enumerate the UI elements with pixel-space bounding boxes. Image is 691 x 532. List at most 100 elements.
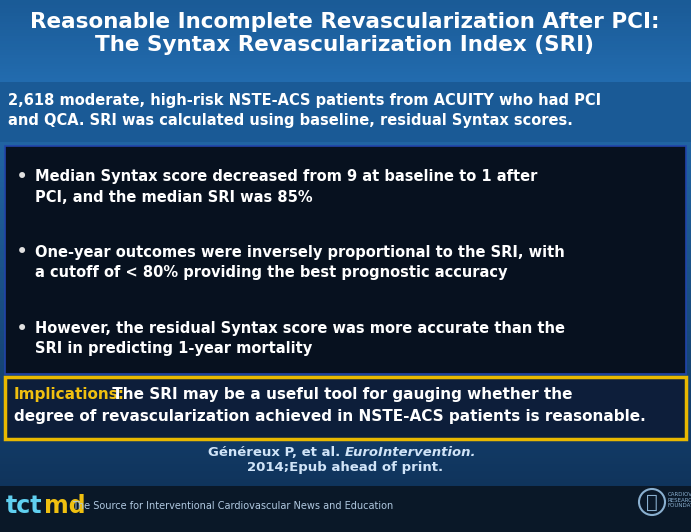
Bar	[0, 114, 691, 118]
Bar	[0, 58, 691, 62]
FancyBboxPatch shape	[0, 82, 691, 142]
Bar	[0, 371, 691, 375]
Bar	[0, 18, 691, 21]
Text: CARDIOVASCULAR
RESEARCH
FOUNDATION: CARDIOVASCULAR RESEARCH FOUNDATION	[668, 492, 691, 508]
Bar	[0, 504, 691, 508]
Text: Généreux P, et al.: Généreux P, et al.	[208, 445, 345, 459]
Bar	[0, 97, 691, 101]
Bar	[0, 34, 691, 37]
Bar	[0, 480, 691, 484]
Bar	[0, 60, 691, 64]
Bar	[0, 464, 691, 468]
Bar	[0, 222, 691, 226]
Bar	[0, 38, 691, 42]
Bar	[0, 321, 691, 325]
Bar	[0, 233, 691, 237]
Bar	[0, 65, 691, 69]
Bar	[0, 55, 691, 59]
Bar	[0, 385, 691, 388]
Bar	[0, 491, 691, 495]
Bar	[0, 419, 691, 423]
Bar	[0, 262, 691, 266]
Bar	[0, 374, 691, 378]
Bar	[0, 89, 691, 93]
Bar	[0, 281, 691, 285]
Bar	[0, 472, 691, 476]
Bar	[0, 86, 691, 89]
Bar	[0, 117, 691, 120]
Bar	[0, 510, 691, 513]
Bar	[0, 260, 691, 263]
Bar	[0, 52, 691, 56]
Bar	[0, 390, 691, 394]
Bar	[0, 15, 691, 19]
Bar	[0, 36, 691, 40]
Bar	[0, 27, 691, 31]
Bar	[0, 382, 691, 386]
Bar	[0, 470, 691, 473]
Bar	[0, 39, 691, 43]
Bar	[0, 278, 691, 282]
Bar	[0, 24, 691, 28]
Bar	[0, 30, 691, 34]
Bar	[0, 236, 691, 239]
Text: 2,618 moderate, high-risk NSTE-ACS patients from ACUITY who had PCI: 2,618 moderate, high-risk NSTE-ACS patie…	[8, 93, 601, 107]
Bar	[0, 137, 691, 141]
Bar	[0, 188, 691, 192]
Bar	[0, 257, 691, 261]
Bar	[0, 36, 691, 39]
Bar	[0, 393, 691, 396]
Bar	[0, 41, 691, 45]
Bar	[0, 292, 691, 295]
Bar	[0, 111, 691, 115]
FancyBboxPatch shape	[5, 146, 686, 374]
Bar	[0, 238, 691, 242]
Bar	[0, 347, 691, 351]
Bar	[0, 122, 691, 126]
Bar	[0, 172, 691, 176]
Bar	[0, 411, 691, 415]
Bar	[0, 499, 691, 503]
Bar	[0, 7, 691, 11]
Bar	[0, 526, 691, 529]
Bar	[0, 132, 691, 136]
Bar	[0, 276, 691, 279]
Bar	[0, 116, 691, 120]
Bar	[0, 212, 691, 215]
Text: a cutoff of < 80% providing the best prognostic accuracy: a cutoff of < 80% providing the best pro…	[35, 264, 507, 279]
Bar	[0, 403, 691, 407]
Bar	[0, 366, 691, 370]
Text: SRI in predicting 1-year mortality: SRI in predicting 1-year mortality	[35, 342, 312, 356]
Bar	[0, 286, 691, 290]
Bar	[0, 387, 691, 391]
Bar	[0, 159, 691, 162]
FancyBboxPatch shape	[5, 377, 686, 439]
Bar	[0, 307, 691, 311]
Bar	[0, 73, 691, 77]
Bar	[0, 196, 691, 200]
Bar	[0, 329, 691, 332]
Bar	[0, 451, 691, 455]
Bar	[0, 26, 691, 29]
Bar	[0, 89, 691, 93]
Bar	[0, 488, 691, 492]
Bar	[0, 350, 691, 354]
Bar	[0, 69, 691, 73]
Text: tct: tct	[6, 494, 43, 518]
Bar	[0, 363, 691, 367]
Bar	[0, 49, 691, 53]
Bar	[0, 94, 691, 98]
Text: The SRI may be a useful tool for gauging whether the: The SRI may be a useful tool for gauging…	[107, 387, 573, 402]
Bar	[0, 342, 691, 346]
Bar	[0, 254, 691, 258]
Bar	[0, 63, 691, 67]
Text: •: •	[16, 167, 28, 187]
Bar	[0, 201, 691, 205]
Bar	[0, 353, 691, 356]
Bar	[0, 284, 691, 287]
Bar	[0, 5, 691, 9]
Bar	[0, 331, 691, 335]
Bar	[0, 486, 691, 489]
Bar	[0, 294, 691, 298]
Bar	[0, 440, 691, 444]
